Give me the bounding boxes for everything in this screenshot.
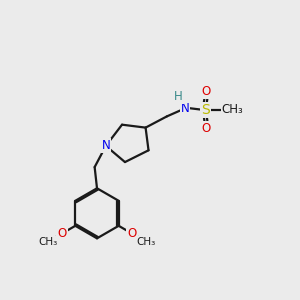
Text: O: O bbox=[202, 122, 211, 135]
Text: O: O bbox=[57, 227, 67, 240]
Text: O: O bbox=[202, 85, 211, 98]
Text: N: N bbox=[101, 140, 110, 152]
Text: CH₃: CH₃ bbox=[222, 103, 243, 116]
Text: CH₃: CH₃ bbox=[136, 237, 156, 247]
Text: O: O bbox=[127, 227, 136, 240]
Text: H: H bbox=[174, 91, 183, 103]
Text: S: S bbox=[201, 103, 209, 117]
Text: CH₃: CH₃ bbox=[38, 237, 58, 247]
Text: N: N bbox=[181, 102, 189, 115]
